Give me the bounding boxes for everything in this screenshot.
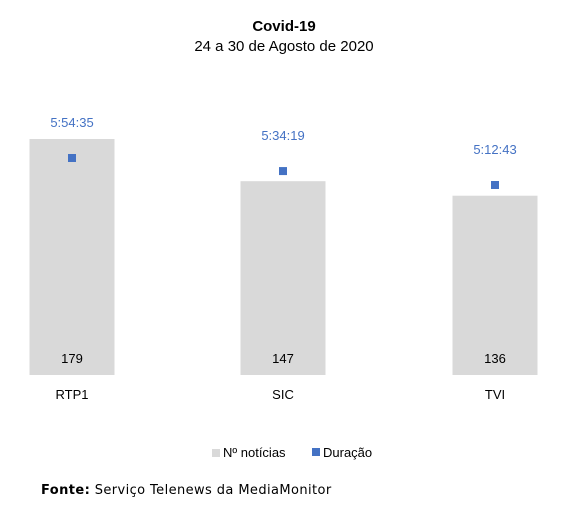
- legend-label-duration: Duração: [323, 445, 372, 460]
- duration-label-sic: 5:34:19: [261, 128, 304, 143]
- duration-label-tvi: 5:12:43: [473, 142, 516, 157]
- source-label: Fonte:: [41, 483, 90, 498]
- legend-swatch-news: [212, 449, 220, 457]
- chart-title: Covid-19: [252, 18, 315, 35]
- bar-sic: [241, 181, 326, 375]
- source-note: Fonte: Serviço Telenews da MediaMonitor: [41, 483, 332, 498]
- bar-rtp1: [30, 139, 115, 375]
- legend-label-news: Nº notícias: [223, 445, 286, 460]
- bar-value-label-sic: 147: [272, 351, 294, 366]
- duration-marker-tvi: [491, 181, 499, 189]
- bar-value-label-tvi: 136: [484, 351, 506, 366]
- bar-tvi: [453, 196, 538, 375]
- category-label-sic: SIC: [272, 387, 294, 402]
- category-label-rtp1: RTP1: [56, 387, 89, 402]
- duration-marker-rtp1: [68, 154, 76, 162]
- duration-label-rtp1: 5:54:35: [50, 115, 93, 130]
- bar-value-label-rtp1: 179: [61, 351, 83, 366]
- legend: Nº notícias Duração: [212, 445, 372, 460]
- chart-subtitle: 24 a 30 de Agosto de 2020: [194, 38, 373, 55]
- source-text: Serviço Telenews da MediaMonitor: [95, 483, 332, 498]
- duration-marker-sic: [279, 167, 287, 175]
- category-label-tvi: TVI: [485, 387, 505, 402]
- legend-swatch-duration: [312, 448, 320, 456]
